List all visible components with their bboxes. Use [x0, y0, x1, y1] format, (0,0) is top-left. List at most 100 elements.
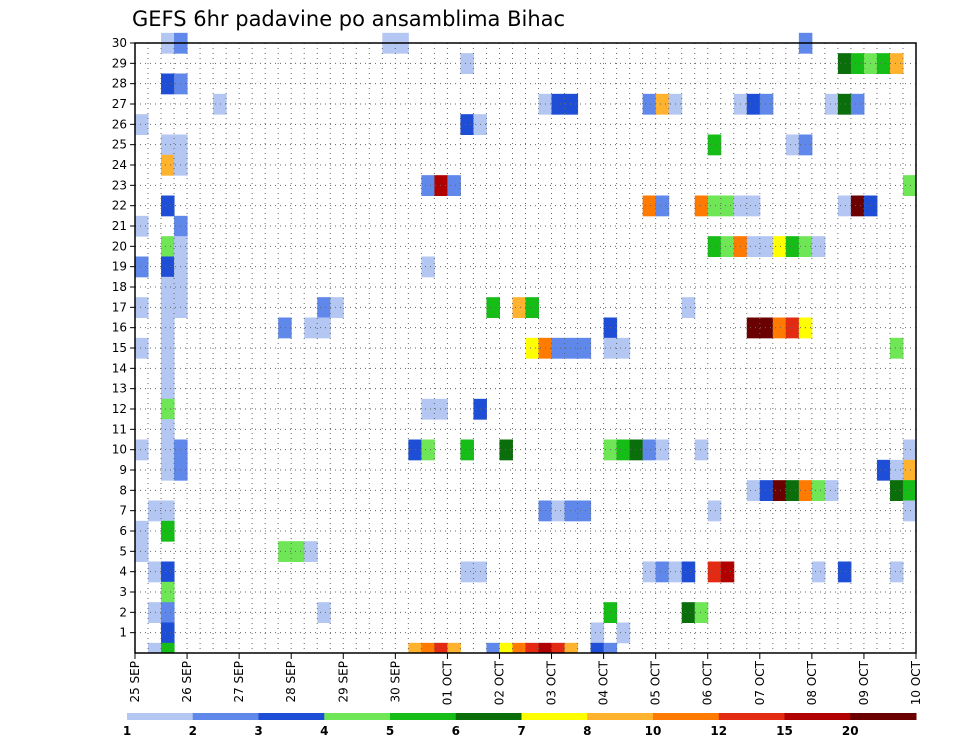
heatmap-cell [421, 398, 435, 420]
y-tick-label: 4 [119, 565, 127, 579]
heatmap-cell [525, 642, 540, 654]
heatmap-cell [421, 256, 435, 278]
y-tick-label: 7 [119, 504, 127, 518]
heatmap-cell [850, 93, 865, 115]
heatmap-cell [551, 337, 566, 359]
y-tick-label: 3 [119, 585, 127, 599]
heatmap-cell [681, 561, 696, 583]
heatmap-cell [590, 622, 605, 644]
y-tick-label: 25 [112, 138, 127, 152]
heatmap-cell [486, 642, 500, 654]
heatmap-cell [135, 215, 149, 237]
heatmap-cell [161, 154, 175, 176]
y-tick-label: 11 [112, 422, 127, 436]
y-tick-label: 22 [112, 199, 127, 213]
heatmap-cell [551, 500, 566, 522]
y-tick-label: 19 [112, 260, 127, 274]
heatmap-cell [746, 317, 761, 339]
heatmap-cell [902, 480, 917, 501]
x-tick-label: 02 OCT [492, 660, 506, 705]
heatmap-cell [434, 398, 448, 420]
y-tick-label: 27 [112, 97, 127, 111]
heatmap-cell [785, 134, 800, 156]
heatmap-cell [213, 93, 227, 115]
colorbar-label: 7 [517, 724, 525, 738]
y-tick-label: 29 [112, 56, 127, 70]
heatmap-cell [135, 114, 149, 135]
y-tick-label: 13 [112, 382, 127, 396]
y-tick-label: 2 [119, 605, 127, 619]
colorbar-swatch [718, 713, 785, 720]
heatmap-cell [161, 358, 175, 379]
heatmap-cell [837, 53, 852, 74]
heatmap-cell [161, 459, 175, 481]
heatmap-cell [447, 642, 461, 654]
x-tick-label: 25 SEP [128, 661, 142, 703]
y-tick-label: 24 [112, 158, 127, 172]
heatmap-cell [759, 317, 774, 339]
heatmap-cell [616, 337, 631, 359]
heatmap-cell [486, 297, 500, 318]
heatmap-cell [629, 439, 644, 461]
heatmap-cell [772, 317, 787, 339]
x-tick-label: 30 SEP [388, 661, 402, 703]
heatmap-cell [746, 480, 761, 501]
y-tick-label: 6 [119, 524, 127, 538]
y-tick-label: 12 [112, 402, 127, 416]
y-tick-label: 14 [112, 361, 127, 375]
y-tick-label: 5 [119, 544, 127, 558]
heatmap-cell [603, 642, 618, 654]
heatmap-cell [161, 602, 175, 623]
heatmap-cell [902, 459, 917, 481]
colorbar-swatch [587, 713, 654, 720]
heatmap-cell [161, 73, 175, 95]
heatmap-cell [291, 541, 305, 562]
y-tick-label: 9 [119, 463, 127, 477]
heatmap-cell [785, 236, 800, 257]
heatmap-cell [564, 500, 579, 522]
heatmap-cell [447, 175, 461, 196]
heatmap-cell [460, 439, 474, 461]
heatmap-cell [746, 236, 761, 257]
colorbar-label: 3 [254, 724, 262, 738]
heatmap-cell [707, 500, 722, 522]
colorbar-swatch [850, 713, 917, 720]
heatmap-cell [876, 459, 891, 481]
heatmap-cell [616, 439, 631, 461]
heatmap-cell [161, 622, 175, 644]
colorbar-label: 10 [645, 724, 662, 738]
heatmap-cell [694, 602, 709, 623]
y-tick-label: 28 [112, 77, 127, 91]
heatmap-cell [785, 317, 800, 339]
colorbar-label: 5 [386, 724, 394, 738]
heatmap-cell [564, 93, 579, 115]
heatmap-cell [421, 175, 435, 196]
heatmap-cell [148, 561, 162, 583]
colorbar-swatch [258, 713, 325, 720]
heatmap-cell [811, 480, 826, 501]
heatmap-cell [577, 337, 592, 359]
heatmap-cell [759, 93, 774, 115]
heatmap-cell [707, 561, 722, 583]
heatmap-cell [161, 256, 175, 278]
heatmap-cell [512, 642, 526, 654]
colorbar-label: 1 [123, 724, 131, 738]
heatmap-cell [538, 642, 553, 654]
colorbar-label: 2 [189, 724, 197, 738]
heatmap-cell [759, 236, 774, 257]
y-tick-label: 10 [112, 443, 127, 457]
heatmap-cell [772, 236, 787, 257]
heatmap-cell [681, 602, 696, 623]
heatmap-cell [707, 195, 722, 217]
heatmap-cell [642, 439, 657, 461]
colorbar-swatch [192, 713, 259, 720]
heatmap-cell [161, 297, 175, 318]
heatmap-cell [135, 256, 149, 278]
x-tick-label: 27 SEP [232, 661, 246, 703]
heatmap-cell [161, 561, 175, 583]
colorbar-swatch [324, 713, 391, 720]
x-tick-labels: 25 SEP 26 SEP 27 SEP 28 SEP 29 SEP 30 SEP 01 O… [128, 653, 923, 705]
heatmap-cell [161, 439, 175, 461]
heatmap-cell [161, 642, 175, 654]
